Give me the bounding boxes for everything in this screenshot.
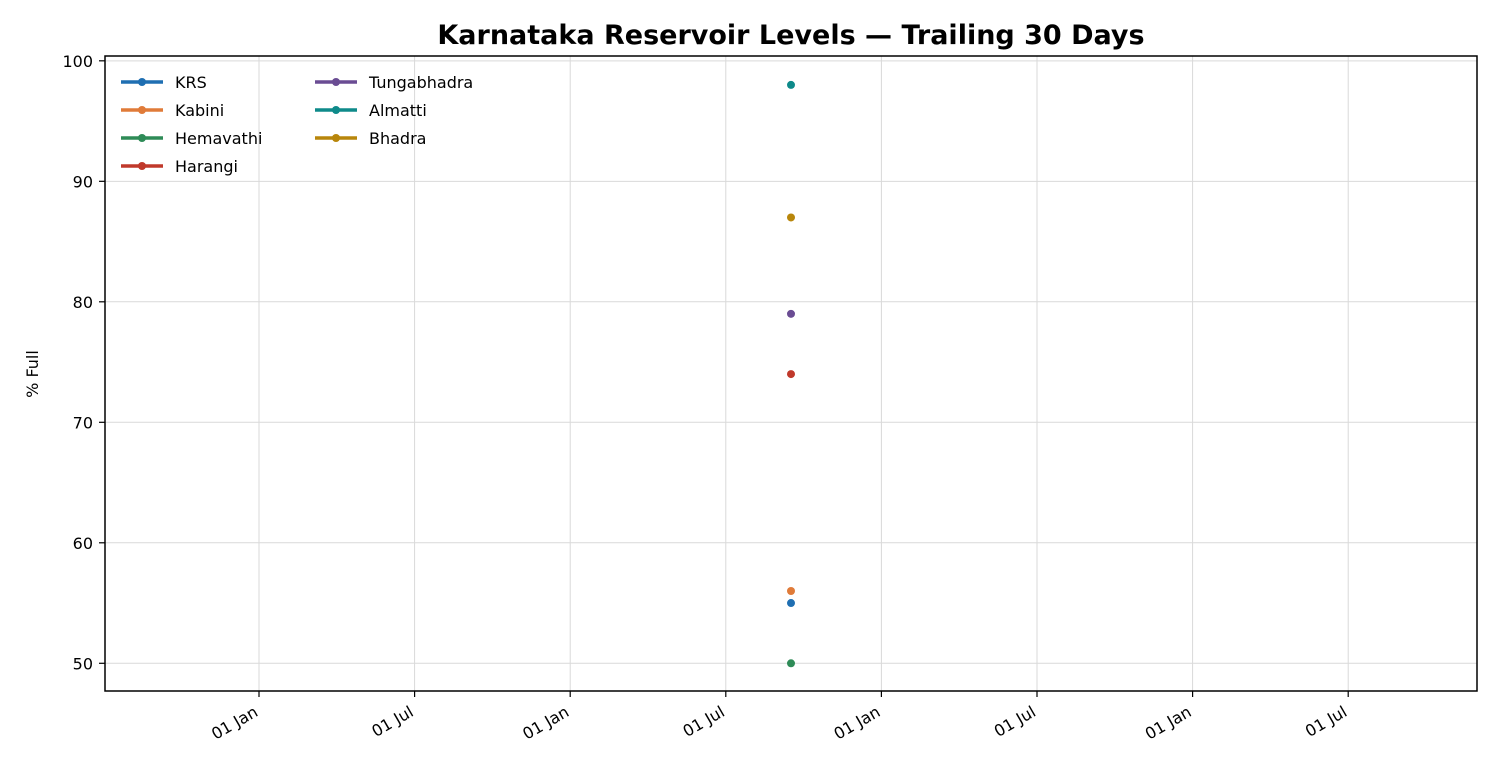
point-krs [787,599,795,608]
y-tick-label: 60 [73,534,93,553]
y-tick-label: 100 [62,52,93,71]
x-tick-label: 01 Jan [208,702,261,744]
x-axis-ticks: 01 Jan 01 Jul 01 Jan 01 Jul 01 Jan 01 Jul 01 J… [208,691,1350,744]
point-almatti [787,80,795,89]
x-tick-label: 01 Jul [991,702,1039,741]
point-harangi [787,370,795,379]
x-tick-label: 01 Jan [831,702,884,744]
legend-marker [332,78,340,86]
legend-label-hemavathi: Hemavathi [175,129,262,148]
legend-marker [138,162,146,170]
x-tick-label: 01 Jan [519,702,572,744]
x-tick-label: 01 Jul [368,702,416,741]
legend-label-tungabhadra: Tungabhadra [368,73,473,92]
gridlines [105,56,1477,691]
legend-label-bhadra: Bhadra [369,129,426,148]
legend-label-kabini: Kabini [175,101,224,120]
legend: KRS Kabini Hemavathi Harangi Tungabhadra Alma… [121,73,473,176]
x-tick-label: 01 Jul [680,702,728,741]
x-tick-label: 01 Jul [1302,702,1350,741]
data-points [787,80,795,668]
point-kabini [787,586,795,595]
point-bhadra [787,213,795,222]
legend-label-krs: KRS [175,73,207,92]
legend-label-almatti: Almatti [369,101,427,120]
y-axis-ticks: 50 60 70 80 90 100 [62,52,105,673]
legend-marker [332,134,340,142]
x-tick-label: 01 Jan [1142,702,1195,744]
y-tick-label: 50 [73,654,93,673]
legend-marker [332,106,340,114]
point-tungabhadra [787,309,795,318]
chart-title: Karnataka Reservoir Levels — Trailing 30… [437,20,1144,51]
point-hemavathi [787,659,795,668]
legend-marker [138,106,146,114]
legend-label-harangi: Harangi [175,157,238,176]
y-axis-label: % Full [23,350,42,398]
y-tick-label: 80 [73,293,93,312]
y-tick-label: 70 [73,413,93,432]
plot-frame [104,55,1478,692]
legend-marker [138,78,146,86]
y-tick-label: 90 [73,172,93,191]
legend-marker [138,134,146,142]
